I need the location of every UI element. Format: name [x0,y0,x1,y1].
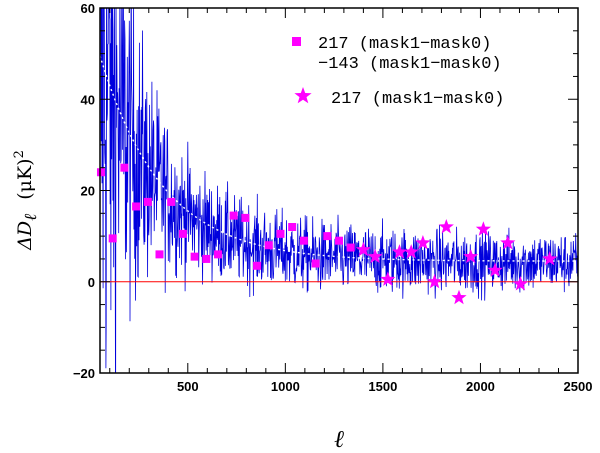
x-tick-label: 1000 [271,379,300,394]
square-marker-8 [190,252,199,261]
x-axis-label: ℓ [334,425,344,453]
square-marker-14 [264,241,273,250]
star-marker-11 [487,262,503,277]
square-marker-15 [276,229,285,238]
star-marker-3 [391,244,408,259]
star-marker-0 [355,241,371,257]
x-tick-label: 2000 [466,379,495,394]
square-marker-13 [253,261,262,270]
star-marker-4 [403,244,419,259]
y-tick-label: 40 [81,92,95,107]
star-marker-2 [380,271,396,286]
legend-star-marker [294,87,312,104]
square-marker-3 [132,202,141,211]
star-marker-1 [367,248,383,264]
star-marker-7 [438,219,454,234]
y-label-main: ΔD [14,221,36,251]
fit-curve [99,55,578,262]
square-marker-21 [346,243,355,252]
star-marker-10 [475,221,491,236]
square-marker-1 [108,234,117,243]
svg-text:ΔDℓ (μK)2: ΔDℓ (μK)2 [12,150,41,251]
legend-entry-1-line-1: 217 (mask1−mask0) [318,35,491,54]
square-marker-0 [96,168,105,177]
star-marker-9 [463,248,479,264]
y-label-unit: (μK) [14,158,36,199]
star-marker-14 [542,250,558,266]
star-marker-13 [512,276,529,291]
y-tick-label: −20 [73,366,95,381]
y-tick-label: 20 [81,184,95,199]
star-marker-6 [427,273,443,289]
square-marker-9 [202,254,211,263]
square-marker-12 [241,213,250,222]
square-marker-20 [335,236,343,245]
square-marker-18 [311,259,320,268]
axis-ticks [100,7,578,374]
y-axis-label: ΔDℓ (μK)2 [12,150,41,251]
y-tick-label: 60 [81,1,95,16]
square-marker-11 [229,211,238,220]
square-marker-10 [214,250,223,259]
star-marker-5 [415,235,431,250]
x-tick-label: 500 [177,379,199,394]
square-marker-19 [323,232,332,241]
x-tick-label: 2500 [564,379,593,394]
square-marker-7 [178,229,187,238]
legend-entry-2: 217 (mask1−mask0) [331,90,504,109]
star-marker-8 [451,289,467,305]
tick-labels: 500 1000 1500 2000 2500 −20 0 20 40 60 [73,1,593,394]
square-marker-6 [167,197,176,206]
y-label-power: 2 [12,150,27,158]
y-label-sub: ℓ [21,214,41,221]
y-tick-label: 0 [88,275,95,290]
square-marker-16 [288,223,297,231]
square-marker-4 [143,197,152,206]
legend-square-marker [292,37,301,46]
star-marker-12 [500,235,516,250]
data-markers [96,163,558,305]
square-marker-5 [155,250,164,259]
x-tick-label: 1500 [368,379,397,394]
legend-entry-1-line-2: −143 (mask1−mask0) [318,55,502,74]
square-marker-2 [120,163,129,172]
square-marker-17 [299,236,308,245]
legend: 217 (mask1−mask0) −143 (mask1−mask0) 217… [292,35,504,109]
